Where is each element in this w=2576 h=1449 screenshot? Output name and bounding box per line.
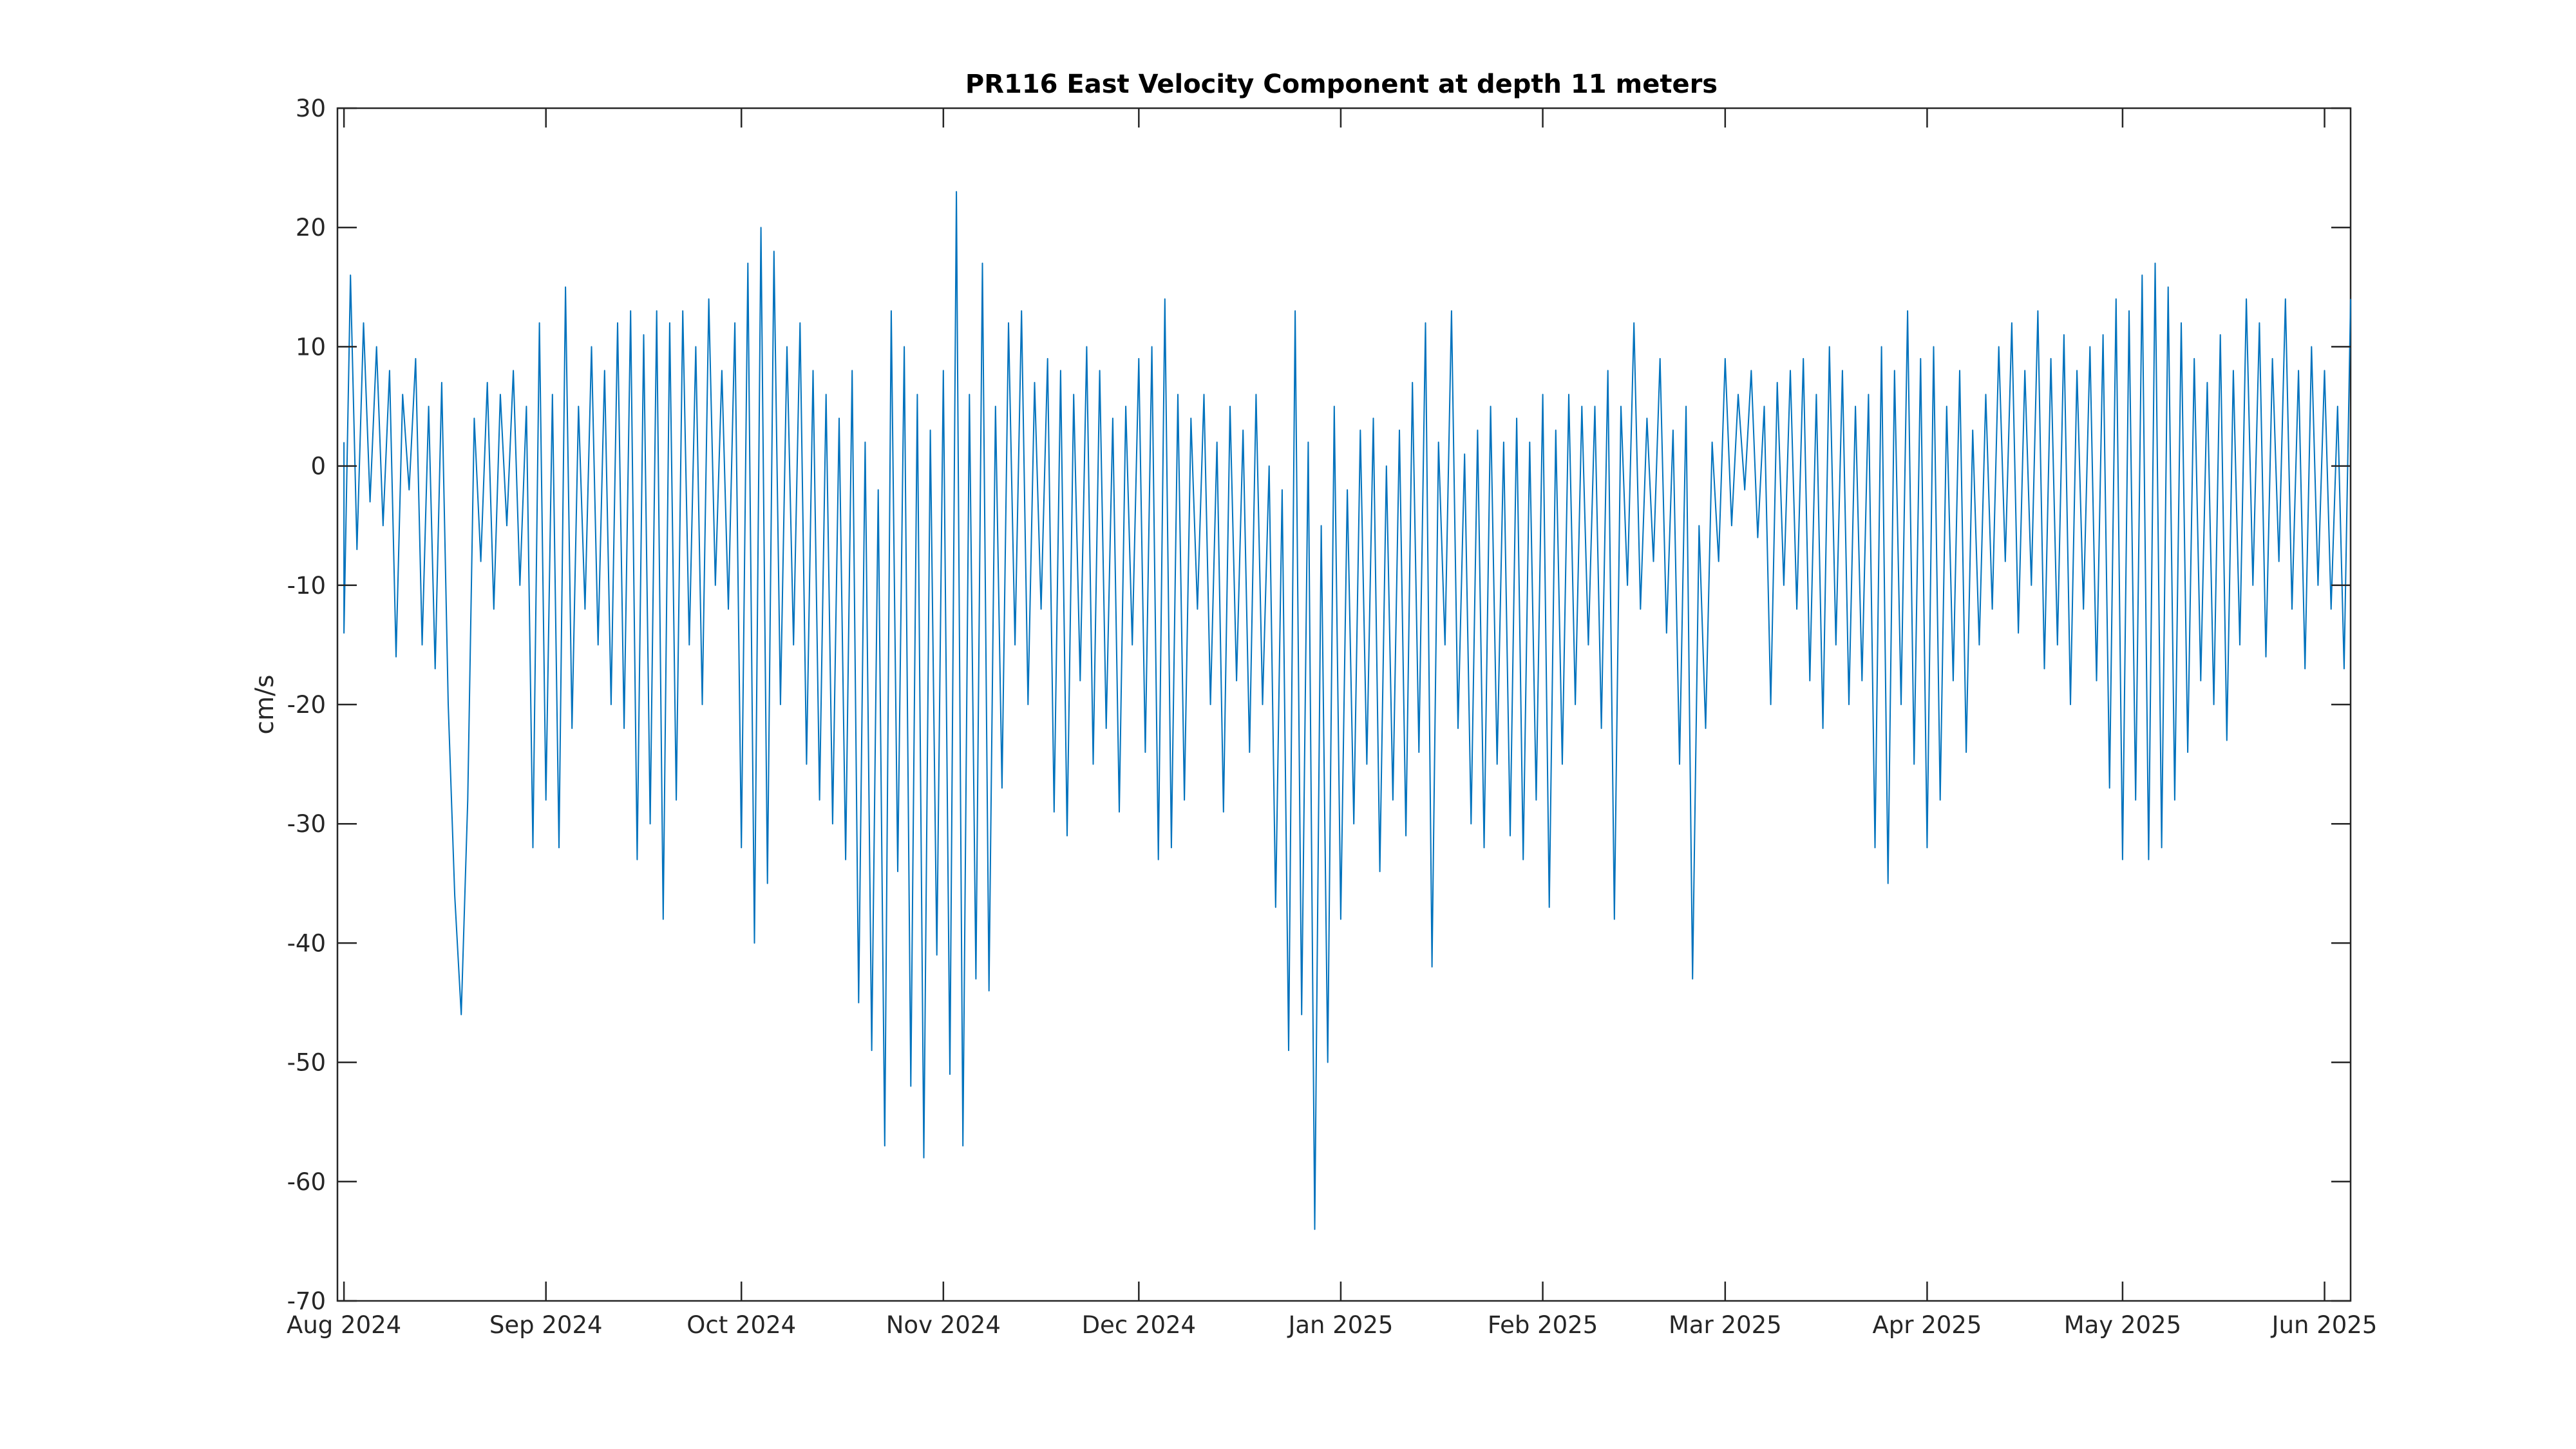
x-tick-label: Oct 2024 — [687, 1311, 796, 1339]
y-tick-label: -50 — [287, 1049, 326, 1077]
x-tick-label: Sep 2024 — [489, 1311, 603, 1339]
chart-title: PR116 East Velocity Component at depth 1… — [965, 70, 1718, 99]
y-tick-label: -30 — [287, 810, 326, 838]
y-tick-label: 0 — [310, 453, 326, 480]
series-layer — [343, 191, 2351, 1230]
x-axis: Aug 2024 Sep 2024 Oct 2024 Nov 2024 Dec 2024… — [287, 108, 2377, 1339]
x-tick-label: Apr 2025 — [1872, 1311, 1982, 1339]
y-axis-label: cm/s — [251, 675, 279, 735]
x-tick-label: May 2025 — [2064, 1311, 2181, 1339]
x-tick-label: Aug 2024 — [287, 1311, 401, 1339]
y-tick-label: -40 — [287, 929, 326, 957]
y-tick-label: -20 — [287, 691, 326, 719]
y-tick-label: -70 — [287, 1287, 326, 1315]
x-tick-label: Feb 2025 — [1488, 1311, 1598, 1339]
x-tick-label: Jun 2025 — [2271, 1311, 2378, 1339]
x-tick-label: Nov 2024 — [886, 1311, 1001, 1339]
y-axis: 30 20 10 0 -10 -20 -30 -40 -50 -60 -70 — [287, 95, 2351, 1315]
y-tick-label: -60 — [287, 1168, 326, 1196]
y-tick-label: 20 — [296, 214, 326, 242]
x-tick-label: Mar 2025 — [1669, 1311, 1782, 1339]
y-tick-label: 10 — [296, 333, 326, 361]
y-tick-label: 30 — [296, 95, 326, 122]
series-line-0 — [343, 191, 2351, 1230]
x-tick-label: Jan 2025 — [1287, 1311, 1393, 1339]
x-tick-label: Dec 2024 — [1082, 1311, 1197, 1339]
y-tick-label: -10 — [287, 572, 326, 600]
